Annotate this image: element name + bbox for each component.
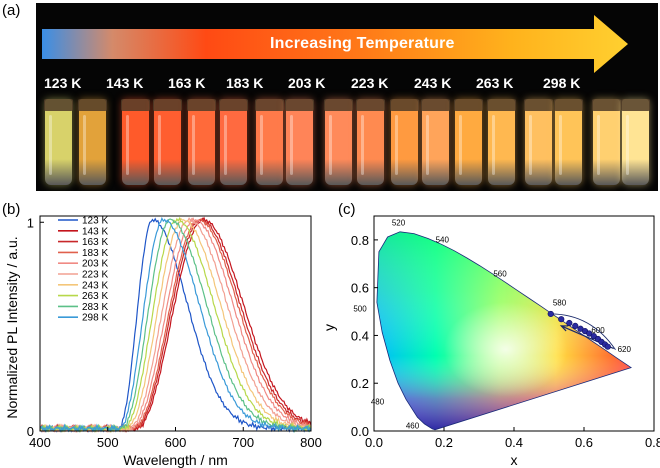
vial xyxy=(454,99,483,185)
wavelength-label: 580 xyxy=(553,299,567,308)
y-tick-label: 0.2 xyxy=(351,376,369,391)
x-axis-label: Wavelength / nm xyxy=(123,452,228,468)
arrow-label: Increasing Temperature xyxy=(270,35,455,52)
temperature-arrow xyxy=(42,15,628,73)
wavelength-label: 480 xyxy=(371,398,385,407)
vial xyxy=(121,99,150,185)
vial xyxy=(255,99,284,185)
panel-label-a: (a) xyxy=(2,2,21,19)
y-axis-label: Normalized PL Intensity / a.u. xyxy=(4,236,20,418)
legend-entry: 203 K xyxy=(82,259,108,270)
x-tick-label: 0.4 xyxy=(505,435,523,450)
legend-entry: 263 K xyxy=(82,291,108,302)
legend-entry: 163 K xyxy=(82,237,108,248)
temperature-label: 243 K xyxy=(414,75,452,91)
panel-label-b: (b) xyxy=(2,201,21,218)
temperature-label: 223 K xyxy=(351,75,389,91)
wavelength-label: 560 xyxy=(493,269,507,278)
x-tick-label: 400 xyxy=(29,435,51,450)
cie-point xyxy=(558,316,565,323)
y-tick-label: 0.6 xyxy=(351,281,369,296)
cie-color-region xyxy=(376,231,632,430)
x-tick-label: 0.2 xyxy=(435,435,453,450)
vial xyxy=(219,99,248,185)
spectral-locus xyxy=(376,231,633,431)
y-tick-label: 0 xyxy=(27,424,34,439)
wavelength-label: 460 xyxy=(406,422,420,431)
temperature-label: 163 K xyxy=(168,75,206,91)
vial xyxy=(554,99,583,185)
vial xyxy=(153,99,182,185)
y-axis-label: y xyxy=(321,324,337,331)
y-tick-label: 0.4 xyxy=(351,328,369,343)
x-tick-label: 800 xyxy=(300,435,322,450)
vial xyxy=(621,99,650,185)
x-tick-label: 500 xyxy=(97,435,119,450)
wavelength-label: 520 xyxy=(392,219,406,228)
vial xyxy=(356,99,385,185)
legend-entry: 183 K xyxy=(82,248,108,259)
cie-point xyxy=(590,333,597,340)
cie-point xyxy=(604,343,611,350)
vial xyxy=(390,99,419,185)
vial xyxy=(324,99,353,185)
vial xyxy=(421,99,450,185)
cie-point xyxy=(572,322,579,329)
series-line xyxy=(39,217,312,433)
vial xyxy=(78,99,107,185)
x-tick-label: 0.0 xyxy=(365,435,383,450)
legend-entry: 143 K xyxy=(82,226,108,237)
cie-point xyxy=(547,310,554,318)
y-tick-label: 1 xyxy=(27,215,34,230)
panel-label-c: (c) xyxy=(338,201,356,218)
trend-curve xyxy=(550,313,616,351)
trend-arrow-head xyxy=(559,325,569,332)
legend-entry: 223 K xyxy=(82,270,108,281)
wavelength-label: 620 xyxy=(618,345,632,354)
x-tick-label: 600 xyxy=(165,435,187,450)
cie-diagram: 0.00.0 0.2 0.2 0.4 0.4 0.6 0.6 0.8 0.8 x y 520 540 56… xyxy=(321,215,660,468)
cie-point xyxy=(586,330,593,337)
vial xyxy=(524,99,553,185)
temperature-label: 263 K xyxy=(476,75,514,91)
wavelength-label: 540 xyxy=(436,235,450,244)
legend-entry: 123 K xyxy=(82,216,108,227)
vial xyxy=(285,99,314,185)
legend-entry: 283 K xyxy=(82,302,108,313)
series-line xyxy=(39,216,312,433)
temperature-label: 203 K xyxy=(288,75,326,91)
legend-entry: 298 K xyxy=(82,313,108,324)
x-tick-label: 0.8 xyxy=(645,435,660,450)
cie-point xyxy=(566,319,573,327)
vial xyxy=(187,99,216,185)
x-tick-label: 700 xyxy=(232,435,254,450)
temperature-label: 123 K xyxy=(44,75,82,91)
x-tick-label: 0.6 xyxy=(575,435,593,450)
vial xyxy=(487,99,516,185)
pl-spectra-chart: 400 500 600 700 800 0 1 Wavelength / nm Normaliz… xyxy=(4,215,322,468)
y-tick-label: 0.8 xyxy=(351,233,369,248)
temperature-label: 298 K xyxy=(543,75,581,91)
wavelength-label: 500 xyxy=(353,305,367,314)
vial xyxy=(592,99,621,185)
temperature-label: 143 K xyxy=(106,75,144,91)
vial xyxy=(44,99,73,185)
x-axis-label: x xyxy=(511,452,518,468)
temperature-label: 183 K xyxy=(226,75,264,91)
legend-entry: 243 K xyxy=(82,280,108,291)
vial-photo-panel: Increasing Temperature 123 K 143 K 163 K 18… xyxy=(36,3,658,191)
y-tick-label: 0.0 xyxy=(351,424,369,439)
